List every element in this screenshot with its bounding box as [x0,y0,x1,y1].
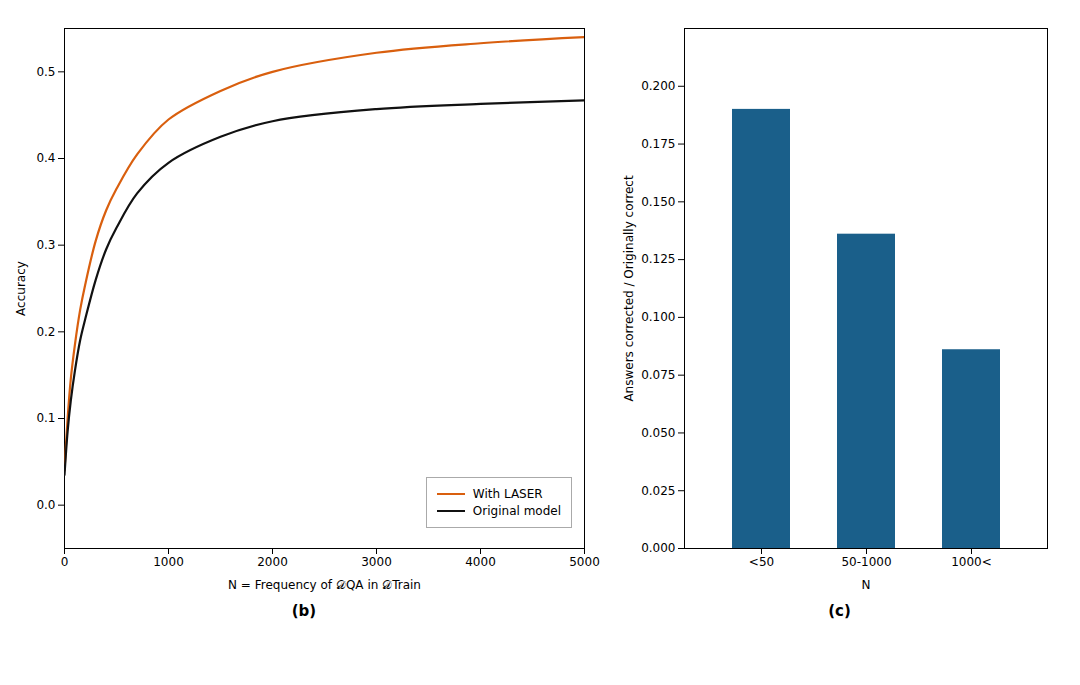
svg-text:50-1000: 50-1000 [841,555,891,569]
svg-text:0.2: 0.2 [36,325,55,339]
svg-text:N = Frequency of 𝒟QA in 𝒟Tra: N = Frequency of 𝒟QA in 𝒟Train [228,578,421,592]
svg-text:0.4: 0.4 [36,151,55,165]
svg-text:<50: <50 [749,555,774,569]
svg-text:0.000: 0.000 [641,541,675,555]
svg-text:1000<: 1000< [951,555,992,569]
svg-text:0.1: 0.1 [36,411,55,425]
svg-text:1000: 1000 [153,555,184,569]
svg-text:0.125: 0.125 [641,252,675,266]
html-text:Original model: Original model [472,504,561,518]
svg-text:0.025: 0.025 [641,484,675,498]
svg-text:0.5: 0.5 [36,65,55,79]
svg-text:4000: 4000 [465,555,496,569]
svg-text:0.100: 0.100 [641,310,675,324]
svg-text:N: N [862,578,871,592]
svg-text:Accuracy: Accuracy [14,261,28,316]
svg-text:0.150: 0.150 [641,195,675,209]
svg-text:2000: 2000 [257,555,288,569]
svg-text:0: 0 [61,555,69,569]
svg-text:0.0: 0.0 [36,498,55,512]
svg-text:0.050: 0.050 [641,426,675,440]
html-text:(b): (b) [291,602,317,620]
svg-text:5000: 5000 [569,555,600,569]
html-text:With LASER: With LASER [472,487,543,501]
html-text:(c): (c) [828,602,851,620]
svg-text:Answers corrected / Originally: Answers corrected / Originally correct [622,175,636,401]
svg-text:3000: 3000 [361,555,392,569]
svg-text:0.075: 0.075 [641,368,675,382]
svg-text:0.200: 0.200 [641,79,675,93]
svg-text:0.175: 0.175 [641,137,675,151]
svg-text:0.3: 0.3 [36,238,55,252]
